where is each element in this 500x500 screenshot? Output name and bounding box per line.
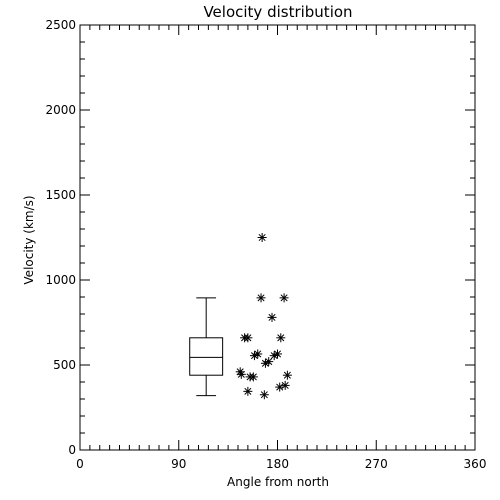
scatter-point	[282, 370, 292, 380]
y-tick-label: 1500	[45, 188, 76, 202]
boxplot-box	[189, 337, 224, 376]
y-tick-label: 0	[68, 443, 76, 457]
scatter-point	[236, 369, 246, 379]
x-tick-label: 0	[76, 457, 84, 471]
x-tick-label: 270	[365, 457, 388, 471]
x-tick-label: 180	[266, 457, 289, 471]
scatter-point	[243, 333, 253, 343]
y-axis-label: Velocity (km/s)	[22, 195, 36, 284]
scatter-point	[276, 333, 286, 343]
scatter-point	[269, 351, 279, 361]
x-axis-ticks: 0 90 180 270 360	[76, 25, 486, 471]
scatter-point	[256, 293, 266, 303]
x-tick-label: 360	[464, 457, 487, 471]
scatter-points	[235, 233, 292, 400]
boxplot	[189, 297, 224, 397]
scatter-point	[280, 380, 290, 390]
scatter-point	[257, 233, 267, 242]
y-tick-label: 1000	[45, 273, 76, 287]
x-axis-label: Angle from north	[227, 475, 329, 489]
plot-frame	[79, 24, 476, 451]
scatter-point	[259, 390, 269, 400]
y-axis-ticks: 0 500 1000 1500 2000 2500	[45, 18, 475, 457]
scatter-point	[279, 293, 289, 303]
scatter-point	[260, 358, 270, 368]
scatter-point	[249, 351, 259, 361]
scatter-point	[275, 382, 285, 392]
y-tick-label: 2000	[45, 103, 76, 117]
y-tick-label: 2500	[45, 18, 76, 32]
scatter-point	[267, 312, 277, 322]
y-tick-label: 500	[53, 358, 76, 372]
chart-title: Velocity distribution	[203, 3, 352, 21]
x-tick-label: 90	[171, 457, 186, 471]
scatter-point	[248, 372, 258, 382]
scatter-point	[243, 386, 253, 396]
